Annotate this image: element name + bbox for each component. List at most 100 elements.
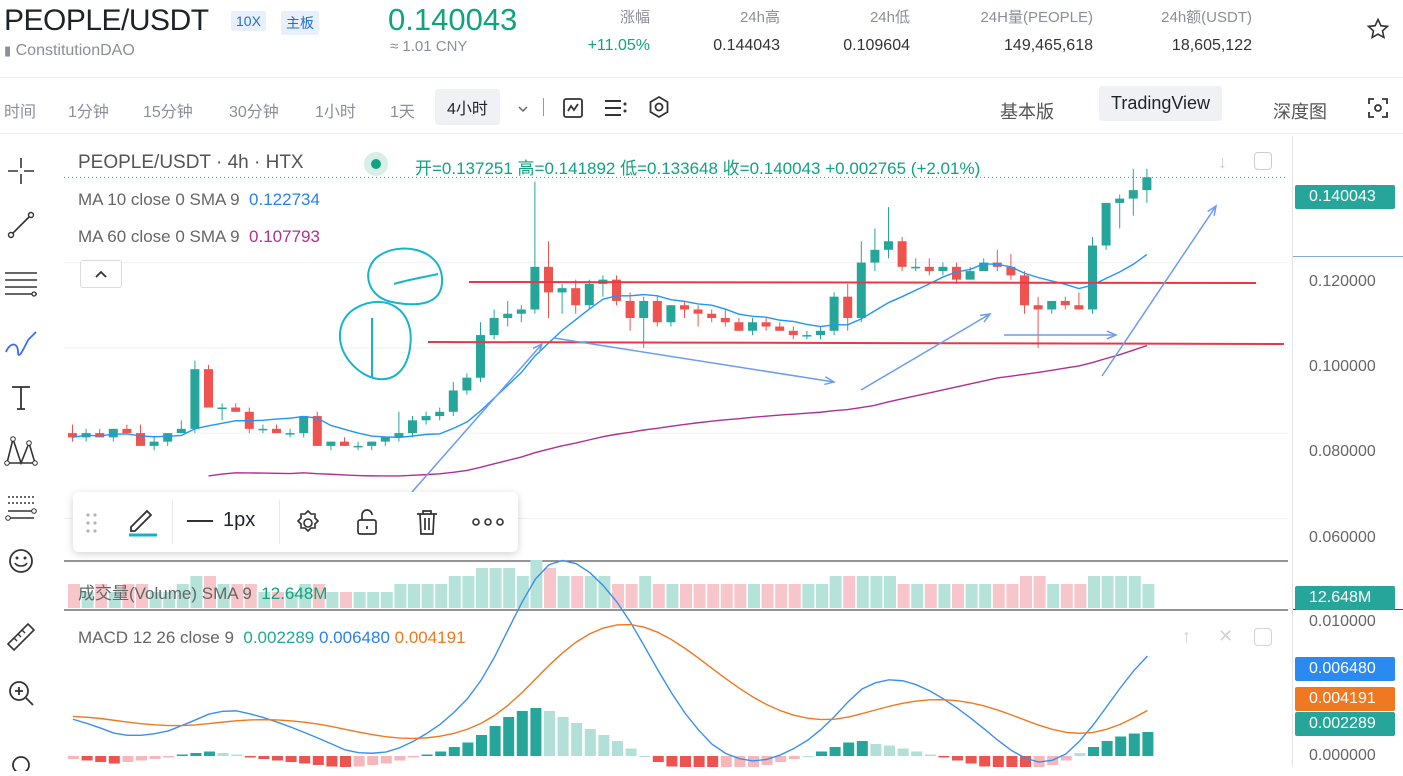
volume-bar xyxy=(258,592,271,608)
stat-value-low: 0.109604 xyxy=(843,37,910,54)
pattern-icon[interactable] xyxy=(2,432,40,470)
macd-histogram-bar xyxy=(312,756,324,765)
pencil-icon[interactable] xyxy=(125,503,157,537)
view-depth[interactable]: 深度图 xyxy=(1273,102,1327,122)
macd-histogram-bar xyxy=(217,753,229,756)
volume-bar xyxy=(476,568,488,608)
macd-histogram-bar xyxy=(489,726,501,756)
macd-histogram-bar xyxy=(435,751,447,756)
volume-bar xyxy=(625,584,638,608)
macd-histogram-bar xyxy=(843,742,855,756)
price-chart[interactable] xyxy=(64,136,1288,767)
volume-bar xyxy=(965,584,978,608)
close-pane-icon[interactable]: ✕ xyxy=(1218,626,1234,646)
candle xyxy=(707,313,717,318)
horizontal-lines-icon[interactable] xyxy=(2,264,40,302)
volume-bar xyxy=(666,584,679,608)
candle xyxy=(625,300,635,318)
trendline-icon[interactable] xyxy=(2,206,40,244)
screenshot-icon[interactable] xyxy=(1366,96,1390,120)
drawn-circle xyxy=(338,300,412,381)
unlock-icon[interactable] xyxy=(353,507,381,537)
candle xyxy=(448,390,458,412)
candle xyxy=(299,416,309,434)
arrow-down-icon[interactable]: ↓ xyxy=(1218,152,1227,172)
indicators-icon[interactable] xyxy=(603,96,629,120)
arrow-up-icon[interactable]: ↑ xyxy=(1182,626,1191,646)
emoji-icon[interactable] xyxy=(2,542,40,580)
document-icon: ▮ xyxy=(4,43,12,58)
tf-time[interactable]: 时间 xyxy=(4,104,37,121)
cny-price: ≈ 1.01 CNY xyxy=(390,38,468,55)
price-tick: 0.060000 xyxy=(1309,529,1376,546)
view-tradingview[interactable]: TradingView xyxy=(1099,86,1223,121)
volume-bar xyxy=(163,592,176,608)
tf-1h[interactable]: 1小时 xyxy=(315,104,356,121)
line-width-control[interactable]: 1px xyxy=(187,509,255,532)
volume-bar xyxy=(435,584,448,608)
tf-1m[interactable]: 1分钟 xyxy=(68,104,109,121)
candle-style-icon[interactable] xyxy=(561,96,585,120)
settings-icon[interactable] xyxy=(647,95,671,119)
maximize-pane-icon[interactable] xyxy=(1254,628,1272,646)
magnet-icon[interactable] xyxy=(2,738,40,776)
arrow-head xyxy=(1106,330,1118,340)
star-icon[interactable] xyxy=(1366,17,1390,41)
macd-histogram-bar xyxy=(707,756,719,767)
volume-bar xyxy=(1020,576,1032,608)
zoom-in-icon[interactable] xyxy=(2,674,40,712)
volume-bar xyxy=(802,584,815,608)
brush-icon[interactable] xyxy=(2,324,40,362)
macd-histogram-bar xyxy=(340,756,351,767)
macd-legend: MACD 12 26 close 9 0.002289 0.006480 0.0… xyxy=(78,628,466,647)
drag-handle-icon[interactable] xyxy=(85,512,99,534)
maximize-icon[interactable] xyxy=(1254,152,1272,170)
more-icon[interactable] xyxy=(471,516,505,528)
candle xyxy=(1115,198,1125,203)
stat-value-change: +11.05% xyxy=(587,37,650,54)
volume-bar xyxy=(761,584,774,608)
macd-histogram-bar xyxy=(136,756,147,761)
collapse-legend-button[interactable] xyxy=(80,260,122,288)
fib-icon[interactable] xyxy=(2,488,40,526)
volume-bar xyxy=(326,592,339,608)
candle xyxy=(435,411,445,417)
macd-histogram-bar xyxy=(1142,732,1154,756)
chevron-up-icon xyxy=(95,270,107,278)
view-basic[interactable]: 基本版 xyxy=(1000,102,1054,122)
candle xyxy=(571,288,581,306)
volume-bar xyxy=(231,584,244,608)
drawing-toolbar[interactable]: 1px xyxy=(73,492,518,552)
candle xyxy=(612,279,621,301)
volume-bar xyxy=(149,592,162,608)
price-axis[interactable]: 0.120000 0.100000 0.080000 0.060000 0.14… xyxy=(1292,136,1403,767)
ruler-icon[interactable] xyxy=(2,618,40,656)
crosshair-icon[interactable] xyxy=(2,152,40,190)
tf-4h[interactable]: 4小时 xyxy=(435,89,500,125)
tf-30m[interactable]: 30分钟 xyxy=(229,104,279,121)
volume-bar xyxy=(870,576,883,608)
chart-area[interactable]: PEOPLE/USDT · 4h · HTX 开=0.137251 高=0.14… xyxy=(64,136,1288,767)
macd-histogram-bar xyxy=(326,756,338,767)
tf-1d[interactable]: 1天 xyxy=(390,104,415,121)
tf-15m[interactable]: 15分钟 xyxy=(143,104,193,121)
volume-tag: 12.648M xyxy=(1295,586,1395,610)
volume-bar xyxy=(489,568,502,608)
leverage-badge[interactable]: 10X xyxy=(231,11,266,31)
pair-title: PEOPLE/USDT xyxy=(4,4,209,37)
macd-histogram-bar xyxy=(1088,747,1099,756)
trash-icon[interactable] xyxy=(413,507,441,537)
macd-histogram-bar xyxy=(204,751,215,756)
arrow-head xyxy=(1207,204,1218,216)
volume-bar xyxy=(992,584,1005,608)
settings-icon[interactable] xyxy=(293,508,323,538)
volume-bar xyxy=(707,584,720,608)
volume-bar xyxy=(734,584,747,608)
text-icon[interactable] xyxy=(2,378,40,416)
macd-histogram-bar xyxy=(176,754,188,756)
macd-histogram-bar xyxy=(680,756,691,767)
chevron-down-icon[interactable] xyxy=(516,102,530,116)
stat-value-turnover: 18,605,122 xyxy=(1171,37,1252,54)
macd-histogram-bar xyxy=(693,756,705,767)
candle xyxy=(856,262,866,318)
